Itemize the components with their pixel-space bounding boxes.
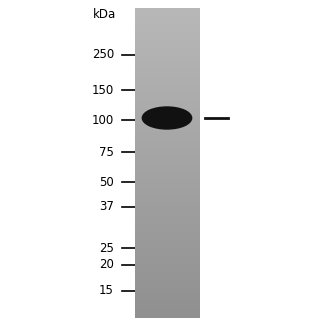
Text: kDa: kDa (93, 7, 116, 20)
Text: 150: 150 (92, 84, 114, 97)
Text: 250: 250 (92, 48, 114, 61)
Text: 75: 75 (99, 146, 114, 159)
Text: 15: 15 (99, 284, 114, 297)
Text: 100: 100 (92, 113, 114, 126)
Text: 20: 20 (99, 258, 114, 271)
Ellipse shape (142, 107, 192, 129)
Text: 37: 37 (99, 201, 114, 214)
Text: 50: 50 (99, 176, 114, 188)
Text: 25: 25 (99, 241, 114, 254)
